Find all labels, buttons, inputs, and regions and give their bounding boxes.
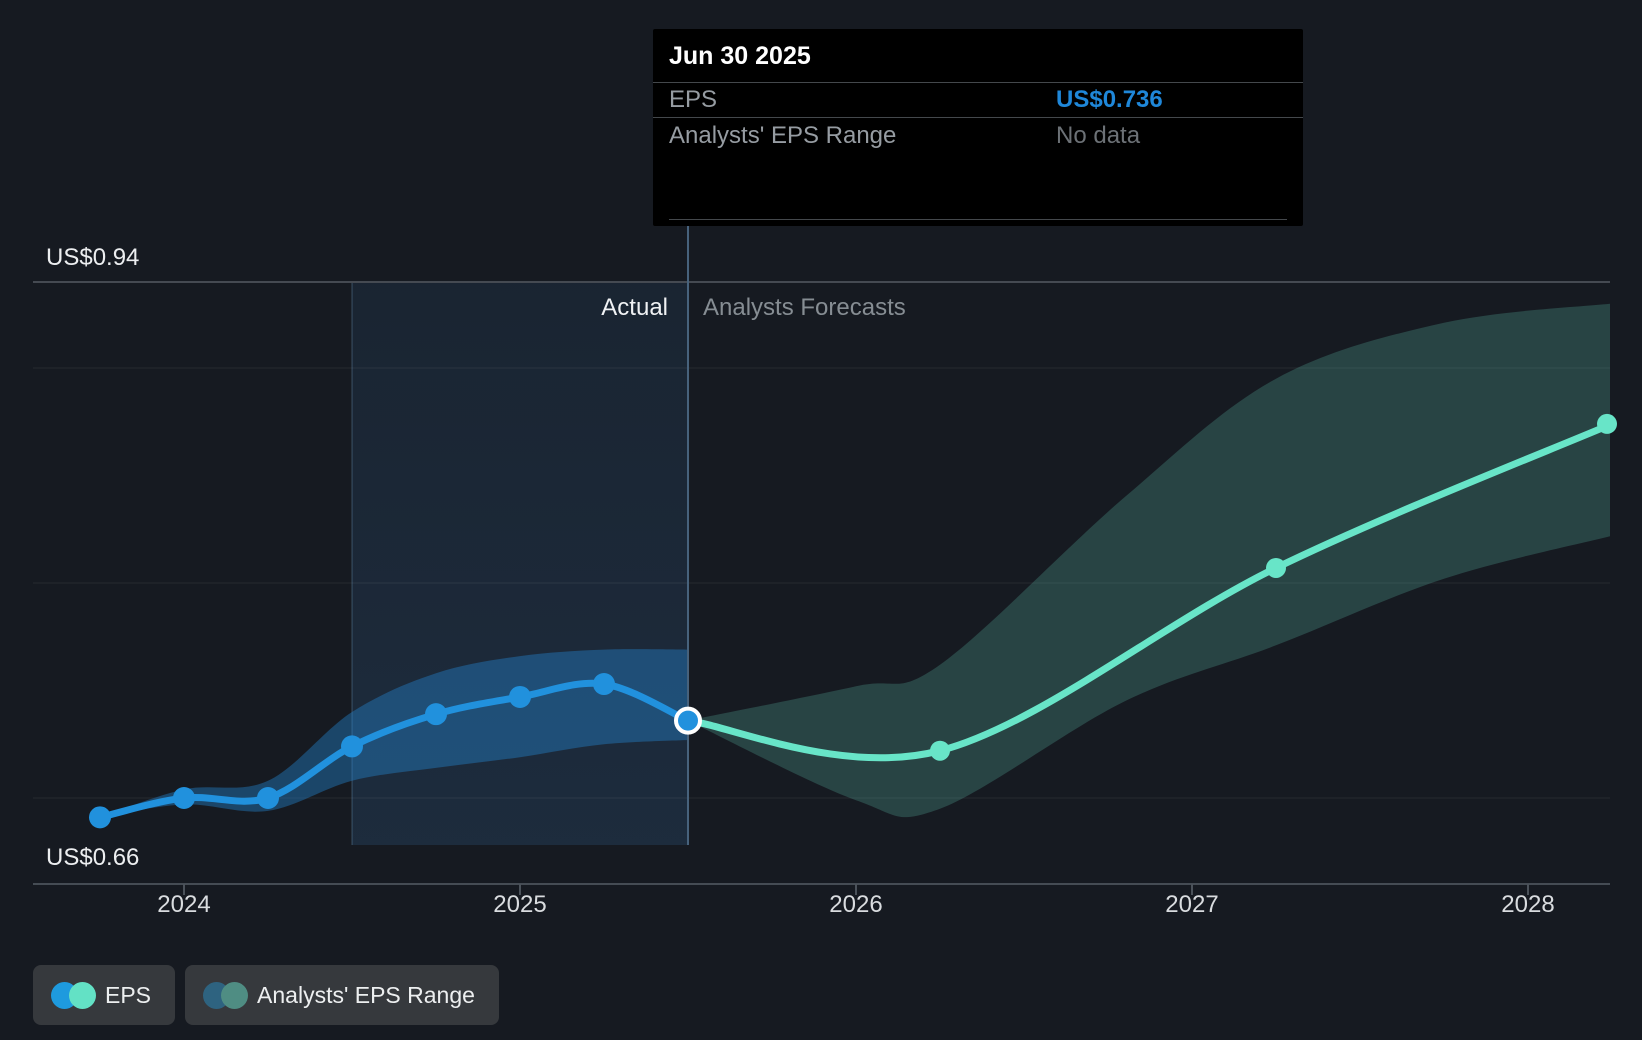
tooltip-date: Jun 30 2025	[653, 31, 1303, 83]
eps-current-point[interactable]	[674, 706, 702, 735]
legend-eps-range-label: Analysts' EPS Range	[257, 981, 475, 1008]
eps-point[interactable]	[341, 735, 363, 758]
eps-forecast-line	[684, 420, 1610, 762]
x-axis-label-2026: 2026	[829, 891, 883, 918]
tooltip-eps-label: EPS	[669, 86, 718, 113]
range-dot-teal-icon	[221, 981, 249, 1009]
legend-toggle-eps-range[interactable]: Analysts' EPS Range	[185, 965, 499, 1025]
eps-legend-dots-icon	[51, 981, 96, 1009]
tooltip-row-eps: EPS US$0.736	[653, 83, 1303, 118]
forecast-point[interactable]	[1266, 557, 1286, 578]
tooltip-range-value: No data	[1056, 121, 1141, 149]
tooltip-eps-value: US$0.736	[1056, 86, 1163, 113]
tooltip-row-range: Analysts' EPS Range No data	[653, 118, 1303, 153]
eps-point[interactable]	[593, 673, 615, 696]
eps-dot-teal-icon	[69, 981, 96, 1009]
forecast-period-label: Analysts Forecasts	[703, 294, 906, 321]
forecast-point[interactable]	[930, 740, 950, 761]
tooltip-range-label: Analysts' EPS Range	[669, 121, 897, 149]
legend-eps-label: EPS	[105, 981, 152, 1008]
chart-tooltip: Jun 30 2025 EPS US$0.736 Analysts' EPS R…	[653, 29, 1303, 226]
x-axis-label-2027: 2027	[1165, 891, 1219, 918]
eps-point[interactable]	[173, 787, 195, 809]
x-axis-label-2024: 2024	[157, 891, 211, 918]
eps-point[interactable]	[257, 787, 279, 809]
tooltip-bottom-divider	[669, 219, 1287, 220]
eps-point[interactable]	[509, 685, 531, 708]
actual-period-label: Actual	[601, 294, 668, 321]
forecast-point[interactable]	[1597, 413, 1617, 434]
eps-point[interactable]	[89, 806, 111, 829]
x-axis-label-2025: 2025	[493, 891, 547, 918]
legend-toggle-eps[interactable]: EPS	[33, 965, 176, 1025]
y-axis-max-label: US$0.94	[46, 244, 140, 271]
eps-range-band-forecast	[688, 303, 1610, 818]
chart-legend: EPS Analysts' EPS Range	[33, 965, 499, 1025]
eps-range-legend-dots-icon	[203, 981, 249, 1009]
eps-point[interactable]	[425, 703, 447, 726]
x-axis-tick-labels: 2024 2025 2026 2027 2028	[0, 891, 1642, 921]
y-axis-min-label: US$0.66	[46, 844, 140, 871]
x-axis-label-2028: 2028	[1501, 891, 1555, 918]
actual-period-highlight	[352, 283, 688, 845]
